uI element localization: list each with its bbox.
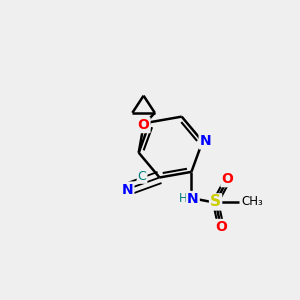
- Text: O: O: [221, 172, 233, 186]
- Text: CH₃: CH₃: [241, 195, 263, 208]
- Text: N: N: [122, 182, 133, 197]
- Text: N: N: [200, 134, 211, 148]
- Text: N: N: [187, 192, 199, 206]
- Text: C: C: [138, 170, 146, 183]
- Text: H: H: [179, 193, 188, 206]
- Text: O: O: [138, 118, 149, 132]
- Text: S: S: [210, 194, 221, 209]
- Text: O: O: [215, 220, 227, 234]
